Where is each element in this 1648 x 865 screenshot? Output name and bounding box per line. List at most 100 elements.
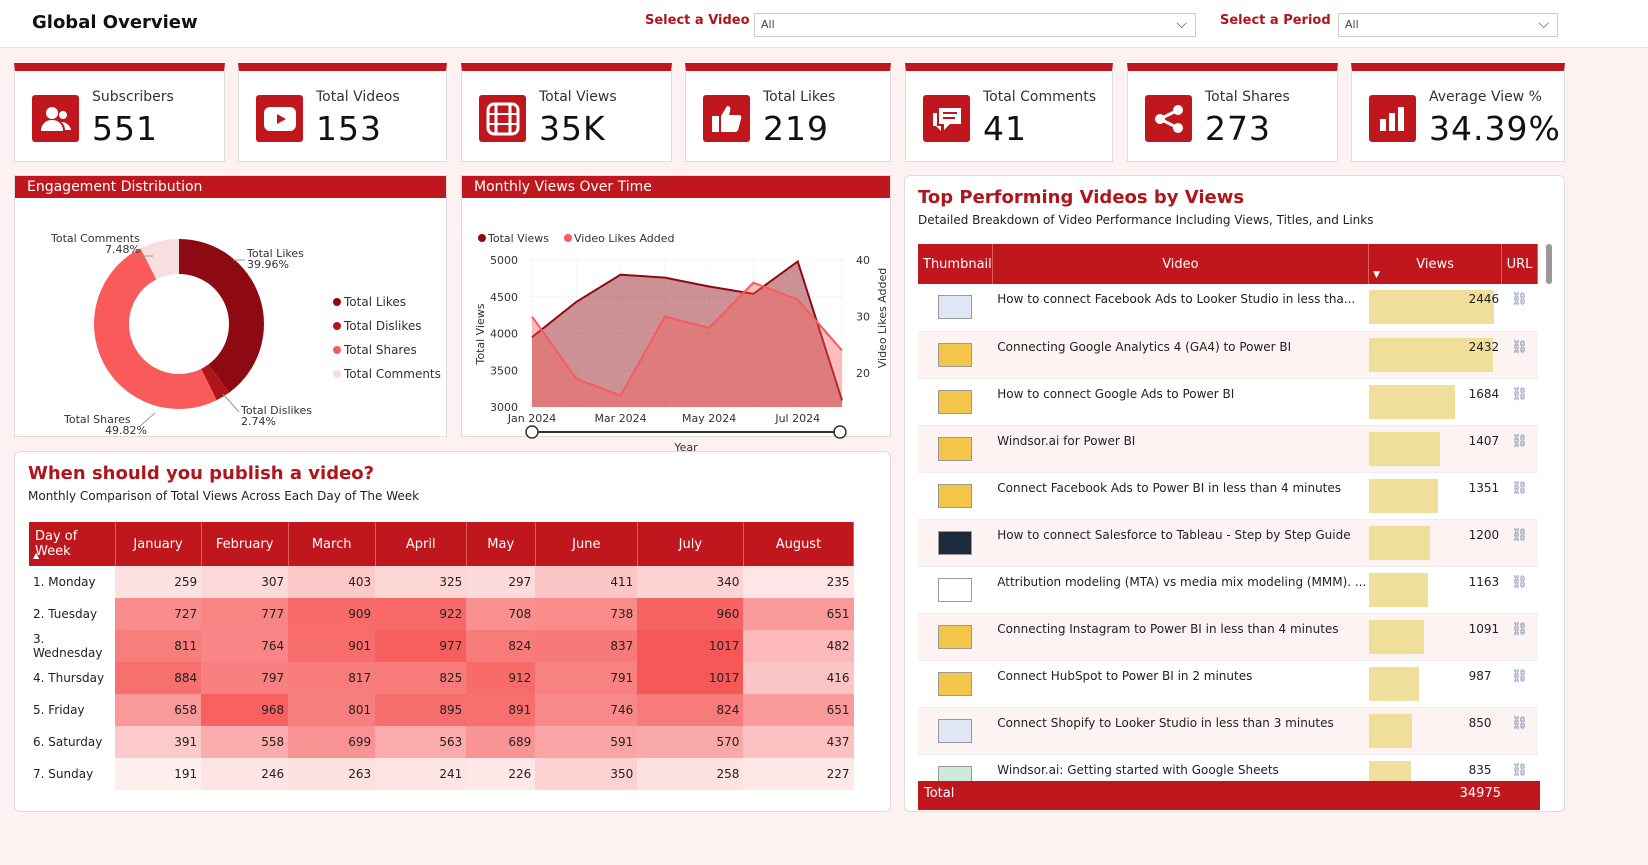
heatmap-cell: 307 (201, 566, 289, 598)
table-row[interactable]: Connect HubSpot to Power BI in 2 minutes… (918, 660, 1538, 708)
table-row[interactable]: Windsor.ai for Power BI 1407 ⛓ (918, 425, 1538, 473)
table-row[interactable]: How to connect Facebook Ads to Looker St… (918, 284, 1538, 332)
period-select[interactable]: All ⌵ (1338, 13, 1558, 37)
link-icon[interactable]: ⛓ (1501, 284, 1538, 332)
video-thumbnail[interactable] (938, 718, 972, 743)
kpi-label: Total Shares (1205, 89, 1290, 105)
thumbnail-cell (918, 425, 993, 473)
col-january[interactable]: January (115, 522, 202, 566)
video-thumbnail[interactable] (938, 389, 972, 414)
kpi-card-comments: Total Comments 41 (905, 63, 1113, 162)
col-views[interactable]: Views ▼ (1368, 244, 1503, 284)
video-thumbnail[interactable] (938, 295, 972, 319)
table-scrollbar[interactable] (1546, 244, 1552, 284)
col-july[interactable]: July (637, 522, 744, 566)
link-icon[interactable]: ⛓ (1501, 331, 1538, 379)
video-thumbnail[interactable] (938, 624, 972, 649)
top-videos-total-row: Total 34975 (918, 781, 1540, 810)
video-select[interactable]: All ⌵ (754, 13, 1196, 37)
col-day-of-week[interactable]: Day of Week ▲ (29, 522, 116, 566)
day-label: 7. Sunday (29, 758, 116, 790)
kpi-label: Average View % (1429, 89, 1542, 105)
table-row[interactable]: How to connect Google Ads to Power BI 168… (918, 378, 1538, 426)
link-icon[interactable]: ⛓ (1501, 707, 1538, 755)
link-icon[interactable]: ⛓ (1501, 472, 1538, 520)
day-label: 4. Thursday (29, 662, 116, 694)
col-april[interactable]: April (375, 522, 467, 566)
views-cell: 2446 (1368, 284, 1502, 332)
heatmap-cell: 391 (115, 726, 202, 758)
table-row[interactable]: Attribution modeling (MTA) vs media mix … (918, 566, 1538, 614)
video-thumbnail[interactable] (938, 671, 972, 696)
table-row[interactable]: Windsor.ai: Getting started with Google … (918, 754, 1538, 784)
video-thumbnail[interactable] (938, 483, 972, 508)
video-thumbnail[interactable] (938, 342, 972, 367)
views-cell: 850 (1368, 707, 1502, 755)
sort-asc-icon: ▲ (33, 551, 40, 560)
kpi-value: 273 (1205, 109, 1271, 148)
link-icon[interactable]: ⛓ (1501, 660, 1538, 708)
col-video[interactable]: Video (992, 244, 1370, 284)
thumbnail-cell (918, 519, 993, 567)
col-june[interactable]: June (535, 522, 638, 566)
views-bar: 987 (1368, 666, 1492, 701)
link-icon[interactable]: ⛓ (1501, 613, 1538, 661)
range-slider-end-handle[interactable] (833, 425, 847, 439)
table-row[interactable]: Connect Facebook Ads to Power BI in less… (918, 472, 1538, 520)
video-select-value: All (761, 18, 775, 31)
legend-label: Total Dislikes (343, 319, 422, 333)
y-tick-label: 5000 (490, 254, 518, 267)
top-videos-table-container[interactable]: Thumbnail Video Views ▼ URL How to connec… (918, 244, 1540, 784)
kpi-value: 219 (763, 109, 829, 148)
views-cell: 1091 (1368, 613, 1502, 661)
legend-label: Total Likes (343, 295, 406, 309)
x-tick-label: Jul 2024 (774, 412, 820, 425)
table-row[interactable]: Connecting Google Analytics 4 (GA4) to P… (918, 331, 1538, 379)
col-thumbnail[interactable]: Thumbnail (918, 244, 993, 284)
heatmap-cell: 960 (637, 598, 744, 630)
views-value: 2432 (1468, 339, 1500, 354)
donut-label-value: 7.48% (105, 243, 140, 256)
heatmap-cell: 689 (466, 726, 536, 758)
link-icon[interactable]: ⛓ (1501, 378, 1538, 426)
video-thumbnail[interactable] (938, 436, 972, 461)
donut-label-value: 39.96% (247, 258, 289, 271)
table-row[interactable]: How to connect Salesforce to Tableau - S… (918, 519, 1538, 567)
col-url[interactable]: URL (1501, 244, 1538, 284)
video-thumbnail[interactable] (938, 765, 972, 784)
heatmap-cell: 968 (201, 694, 289, 726)
video-thumbnail[interactable] (938, 530, 972, 555)
donut-label-name: Total Shares (63, 413, 131, 426)
y-tick-label: 4500 (490, 291, 518, 304)
link-icon[interactable]: ⛓ (1501, 519, 1538, 567)
heatmap-cell: 764 (201, 630, 289, 662)
table-row[interactable]: Connect Shopify to Looker Studio in less… (918, 707, 1538, 755)
thumbnail-cell (918, 378, 993, 426)
link-icon[interactable]: ⛓ (1501, 425, 1538, 473)
period-filter-label: Select a Period (1220, 13, 1331, 28)
heatmap-cell: 708 (466, 598, 536, 630)
col-may[interactable]: May (466, 522, 536, 566)
publish-title: When should you publish a video? (28, 463, 375, 484)
users-icon (32, 95, 79, 142)
engagement-panel: Engagement Distribution Total Comments 7.… (14, 175, 447, 437)
video-thumbnail[interactable] (938, 577, 972, 602)
heatmap-cell: 901 (288, 630, 376, 662)
link-icon[interactable]: ⛓ (1501, 566, 1538, 614)
kpi-label: Total Views (539, 89, 617, 105)
y2-tick-label: 30 (856, 311, 870, 324)
heatmap-row: 7. Sunday 191 246 263 241 226 350 258 227 (29, 758, 854, 790)
heatmap-cell: 909 (288, 598, 376, 630)
col-march[interactable]: March (288, 522, 376, 566)
kpi-label: Total Videos (316, 89, 400, 105)
area-fill-total-views (532, 261, 842, 407)
col-february[interactable]: February (201, 522, 289, 566)
table-row[interactable]: Connecting Instagram to Power BI in less… (918, 613, 1538, 661)
range-slider-start-handle[interactable] (525, 425, 539, 439)
views-value: 1351 (1468, 480, 1500, 495)
heatmap-cell: 437 (743, 726, 854, 758)
col-august[interactable]: August (743, 522, 855, 566)
link-icon[interactable]: ⛓ (1501, 754, 1538, 784)
video-title: Connecting Instagram to Power BI in less… (992, 613, 1369, 661)
views-bar: 2432 (1368, 337, 1499, 372)
